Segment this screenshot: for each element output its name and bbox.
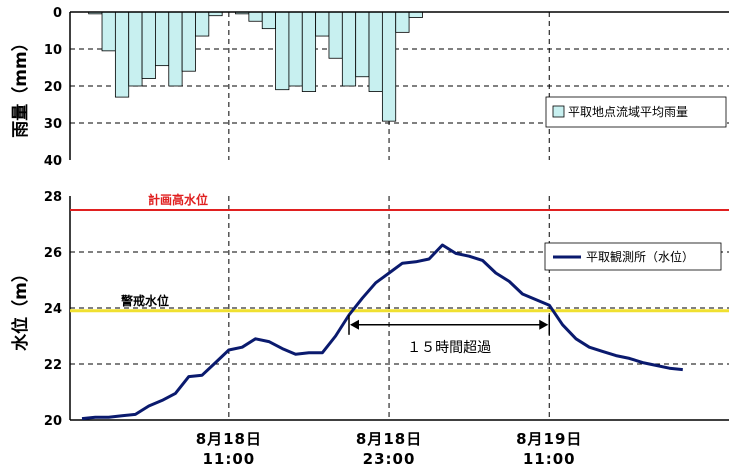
annotation-label: １５時間超過 — [407, 340, 491, 356]
rainfall-y-tick-label: 0 — [53, 6, 62, 21]
water-level-y-axis-label: 水位（m） — [10, 265, 31, 351]
water-level-y-tick-label: 22 — [44, 358, 62, 373]
rainfall-bar — [141, 11, 156, 79]
rainfall-legend-label: 平取地点流域平均雨量 — [568, 105, 688, 119]
rainfall-bar — [101, 11, 116, 52]
water-level-y-tick-label: 26 — [44, 246, 62, 261]
rainfall-legend-box — [545, 96, 727, 128]
rainfall-bar — [355, 11, 370, 78]
water-level-y-tick-label: 24 — [44, 302, 62, 317]
water-level-legend: 平取観測所（水位） — [544, 242, 722, 271]
rainfall-bars — [88, 11, 423, 122]
annotation-arrow-head-right — [539, 319, 549, 330]
water-level-series-line — [81, 243, 683, 421]
rainfall-bar — [408, 11, 423, 18]
rainfall-bar — [261, 11, 276, 30]
rainfall-y-tick-label: 20 — [44, 80, 62, 95]
rainfall-legend: 平取地点流域平均雨量 — [545, 96, 727, 128]
rainfall-bar — [155, 11, 170, 67]
rainfall-y-tick-label: 10 — [44, 43, 62, 58]
rainfall-y-tick-label: 30 — [44, 117, 62, 132]
rainfall-bar — [395, 11, 410, 33]
water-level-legend-label: 平取観測所（水位） — [586, 249, 694, 264]
reference-line-label: 警戒水位 — [120, 293, 169, 308]
x-tick-time-label: 23:00 — [363, 450, 416, 468]
rainfall-y-tick-label: 40 — [44, 154, 62, 169]
rainfall-bar — [315, 11, 330, 37]
water-level-y-tick-label: 28 — [44, 190, 62, 205]
rainfall-legend-swatch — [552, 105, 565, 118]
rainfall-bar — [341, 11, 357, 87]
x-tick-time-label: 11:00 — [202, 450, 255, 468]
rainfall-bar — [288, 11, 303, 87]
rainfall-y-axis-label: 雨量（mm） — [10, 34, 31, 137]
x-tick-date-label: 8月19日 — [516, 430, 582, 448]
rainfall-bar — [114, 11, 130, 98]
rainfall-bar — [168, 11, 183, 87]
reference-line-label: 計画高水位 — [148, 192, 208, 207]
rainfall-bar — [301, 11, 317, 92]
water-level-y-tick-label: 20 — [44, 414, 62, 429]
annotation-arrow-head-left — [350, 319, 359, 330]
rainfall-panel: 0 10 20 30 40 雨量（mm） 平取地点流域平均雨量 — [10, 6, 729, 169]
rainfall-bar — [128, 11, 143, 87]
rainfall-bar — [328, 11, 343, 59]
x-tick-date-label: 8月18日 — [196, 430, 262, 448]
rainfall-bar — [181, 11, 196, 72]
x-tick-date-label: 8月18日 — [356, 430, 422, 448]
rainfall-bar — [275, 11, 290, 91]
rainfall-bar — [368, 11, 383, 92]
rainfall-bar — [381, 11, 397, 122]
x-tick-time-label: 11:00 — [523, 450, 576, 468]
exceedance-annotation: １５時間超過 — [348, 314, 550, 356]
rainfall-bar — [248, 11, 263, 22]
rainfall-bar — [195, 11, 210, 37]
